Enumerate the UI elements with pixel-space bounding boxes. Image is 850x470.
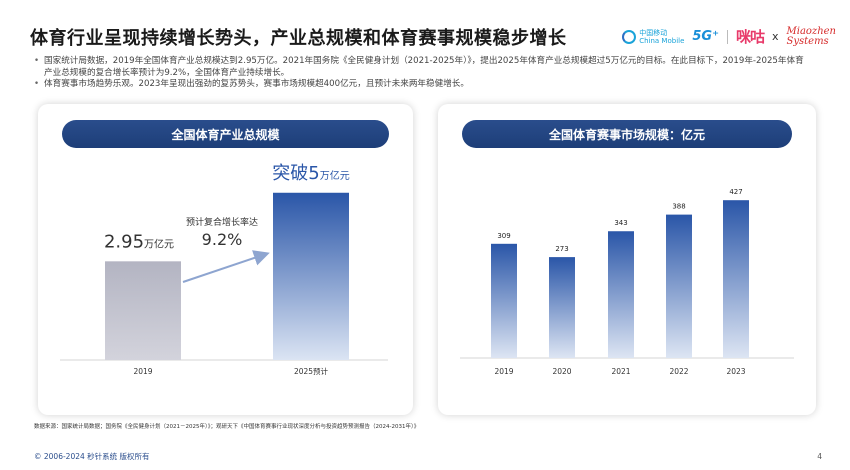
copyright: © 2006-2024 秒针系统 版权所有 xyxy=(34,452,150,461)
event-market-header: 全国体育赛事市场规模：亿元 xyxy=(462,120,792,148)
miaozhen-line-1: Miaozhen xyxy=(786,25,837,37)
event-category-label: 2023 xyxy=(726,367,745,376)
event-value-label: 343 xyxy=(614,219,627,227)
growth-label: 预计复合增长率达 xyxy=(186,216,258,228)
page-title: 体育行业呈现持续增长势头，产业总规模和体育赛事规模稳步增长 xyxy=(30,28,567,49)
event-category-label: 2019 xyxy=(494,367,513,376)
industry-scale-chart: 预计复合增长率达 9.2% 2019 2.95万亿元 2025预计 突破5万亿元 xyxy=(60,163,388,376)
china-mobile-en: China Mobile xyxy=(639,36,685,45)
industry-scale-header: 全国体育产业总规模 xyxy=(62,120,389,148)
event-value-label: 388 xyxy=(672,203,685,211)
industry-bar-0 xyxy=(105,261,181,360)
growth-value: 9.2% xyxy=(202,230,243,249)
event-value-label: 427 xyxy=(729,188,742,196)
industry-value-label: 2.95万亿元 xyxy=(104,231,174,252)
logo-group: 中国移动 China Mobile 5G⁺ 咪咕 x Miaozhen Syst… xyxy=(622,26,836,47)
event-bar-2020 xyxy=(549,257,575,358)
growth-arrow xyxy=(182,250,270,283)
industry-category-label: 2019 xyxy=(133,367,152,376)
event-category-label: 2022 xyxy=(669,367,688,376)
china-mobile-cn: 中国移动 xyxy=(639,28,668,37)
miaozhen-logo: Miaozhen Systems xyxy=(786,25,837,47)
event-market-panel: 全国体育赛事市场规模：亿元 309 2019 273 2020 343 2021 388 20… xyxy=(438,104,816,415)
miaozhen-line-2: Systems xyxy=(786,35,829,47)
event-market-chart: 309 2019 273 2020 343 2021 388 2022 427 2023 xyxy=(460,188,794,376)
event-bar-2023 xyxy=(723,200,749,358)
event-value-label: 273 xyxy=(555,245,568,253)
industry-category-label: 2025预计 xyxy=(294,366,329,376)
china-mobile-logo: 中国移动 China Mobile xyxy=(622,29,684,45)
china-mobile-icon xyxy=(622,29,637,44)
bullet-item: 体育赛事市场趋势乐观。2023年呈现出强劲的复苏势头，赛事市场规模超400亿元，… xyxy=(34,79,804,91)
logo-divider xyxy=(726,29,728,44)
industry-scale-panel: 全国体育产业总规模 预计复合增长率达 9.2% 2019 2.95万亿元 2025预… xyxy=(38,104,413,415)
event-bar-2021 xyxy=(608,231,634,358)
event-bar-2019 xyxy=(491,243,517,358)
event-category-label: 2020 xyxy=(552,367,571,376)
event-bar-2022 xyxy=(666,214,692,358)
summary-bullets: 国家统计局数据，2019年全国体育产业总规模达到2.95万亿。2021年国务院《… xyxy=(34,56,804,91)
industry-bar-1 xyxy=(273,192,349,360)
event-value-label: 309 xyxy=(497,232,510,240)
page-number: 4 xyxy=(817,452,822,461)
5g-logo: 5G⁺ xyxy=(692,29,719,44)
bullet-item: 国家统计局数据，2019年全国体育产业总规模达到2.95万亿。2021年国务院《… xyxy=(34,56,804,79)
data-source: 数据来源：国家统计局数据；国务院《全民健身计划（2021－2025年）》；观研天… xyxy=(34,424,420,430)
logo-x: x xyxy=(771,30,779,43)
industry-value-label: 突破5万亿元 xyxy=(272,163,349,184)
event-category-label: 2021 xyxy=(611,367,630,376)
migu-logo: 咪咕 xyxy=(735,28,765,46)
